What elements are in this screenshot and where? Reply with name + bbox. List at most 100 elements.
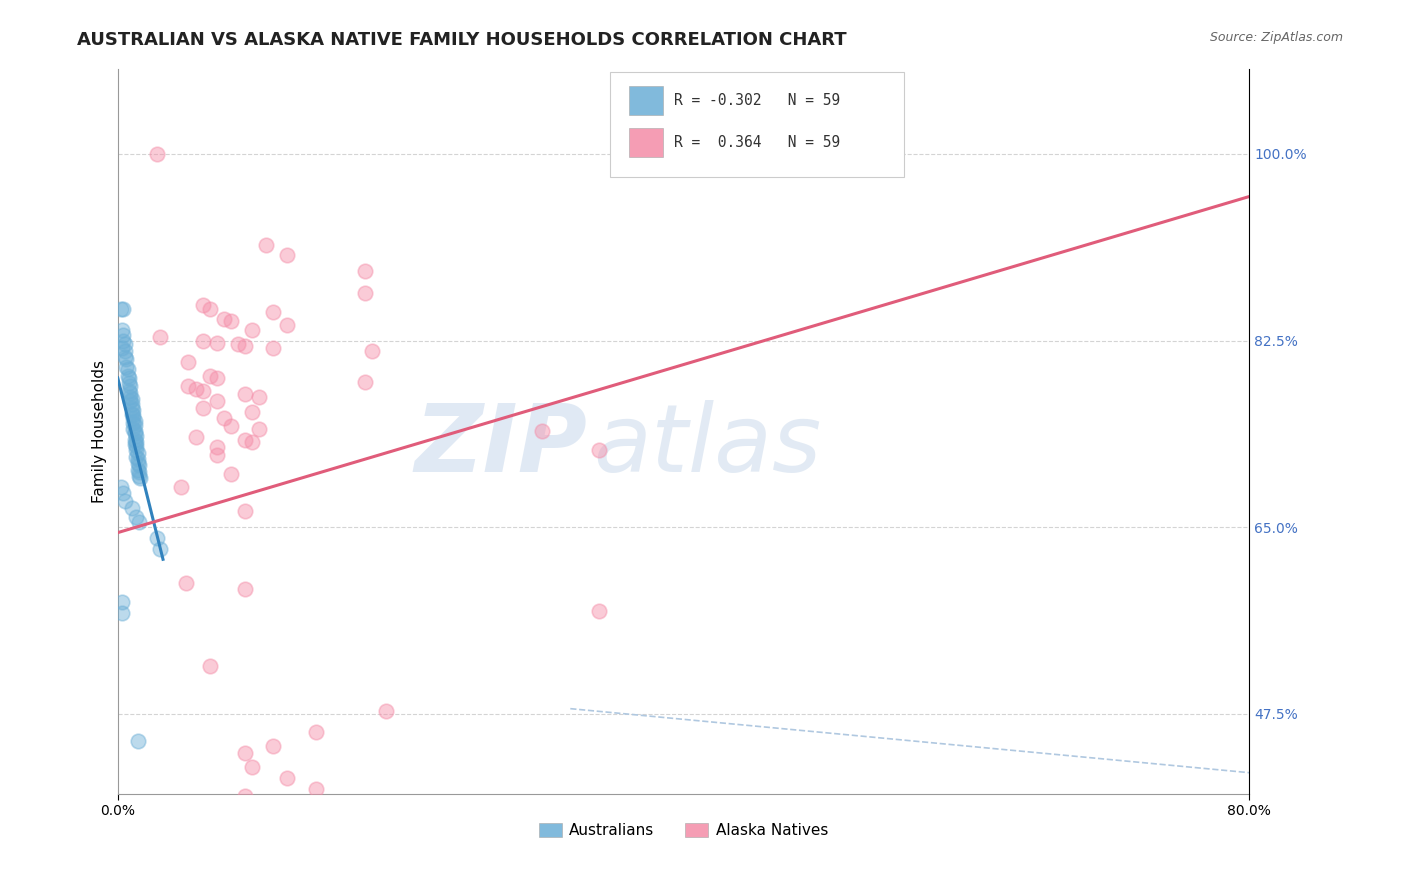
Point <box>240 760 263 774</box>
Point <box>111 606 134 620</box>
Point <box>124 426 146 441</box>
Point <box>233 582 256 597</box>
Point <box>127 445 149 459</box>
Point <box>276 318 298 332</box>
Point <box>121 396 143 410</box>
Point <box>184 429 207 443</box>
Point <box>233 339 256 353</box>
Point <box>118 371 141 385</box>
Point <box>184 382 207 396</box>
Point <box>111 323 134 337</box>
Point <box>121 501 143 516</box>
Point <box>120 390 142 404</box>
Point <box>205 371 228 385</box>
Point <box>177 355 200 369</box>
Text: Source: ZipAtlas.com: Source: ZipAtlas.com <box>1209 31 1343 45</box>
Point <box>319 821 342 835</box>
Point <box>114 344 136 359</box>
Point <box>111 341 134 355</box>
Point <box>121 401 143 415</box>
Point <box>233 747 256 761</box>
Point <box>254 237 277 252</box>
Point <box>120 385 142 400</box>
Point <box>146 147 169 161</box>
Point <box>233 433 256 447</box>
Point <box>121 392 143 407</box>
Point <box>122 403 145 417</box>
Point <box>127 733 149 747</box>
Point <box>128 458 150 473</box>
Point <box>240 323 263 337</box>
Point <box>191 334 214 348</box>
Point <box>233 789 256 804</box>
Point <box>112 328 135 343</box>
Point <box>354 285 377 300</box>
Point <box>115 360 138 375</box>
Point <box>120 379 142 393</box>
Point <box>117 362 139 376</box>
Point <box>212 411 235 425</box>
Point <box>125 450 148 464</box>
Text: R =  0.364   N = 59: R = 0.364 N = 59 <box>675 135 841 150</box>
Y-axis label: Family Households: Family Households <box>93 359 107 503</box>
Point <box>114 493 136 508</box>
Point <box>114 336 136 351</box>
Point <box>191 401 214 415</box>
Point <box>226 336 249 351</box>
Point <box>240 405 263 419</box>
Point <box>127 452 149 467</box>
Text: R = -0.302   N = 59: R = -0.302 N = 59 <box>675 93 841 108</box>
Point <box>375 704 398 718</box>
Point <box>305 725 328 739</box>
FancyBboxPatch shape <box>628 128 664 157</box>
Point <box>588 603 610 617</box>
Point <box>205 394 228 409</box>
Point <box>191 298 214 312</box>
Point <box>170 797 193 812</box>
Text: ZIP: ZIP <box>415 400 588 491</box>
Point <box>333 835 356 849</box>
Point <box>146 531 169 545</box>
Point <box>117 368 139 383</box>
Point <box>240 434 263 449</box>
Point <box>122 422 145 436</box>
Point <box>124 417 146 432</box>
Point <box>174 575 197 590</box>
Point <box>354 375 377 389</box>
Point <box>124 437 146 451</box>
Point <box>115 351 138 366</box>
Point <box>262 341 284 355</box>
Text: AUSTRALIAN VS ALASKA NATIVE FAMILY HOUSEHOLDS CORRELATION CHART: AUSTRALIAN VS ALASKA NATIVE FAMILY HOUSE… <box>77 31 846 49</box>
Point <box>149 330 172 344</box>
Point <box>111 595 134 609</box>
Point <box>191 384 214 398</box>
Point <box>112 301 135 316</box>
Point <box>233 387 256 401</box>
Point <box>118 384 141 398</box>
Point <box>247 422 270 436</box>
Legend: Australians, Alaska Natives: Australians, Alaska Natives <box>533 817 834 845</box>
Point <box>127 456 149 470</box>
Point <box>170 480 193 494</box>
Point <box>276 248 298 262</box>
Point <box>233 504 256 518</box>
Point <box>125 428 148 442</box>
Point <box>122 416 145 430</box>
Point <box>588 443 610 458</box>
Point <box>112 334 135 348</box>
Point <box>124 414 146 428</box>
Point <box>120 394 142 409</box>
FancyBboxPatch shape <box>628 86 664 115</box>
Point <box>149 541 172 556</box>
Point <box>125 443 148 458</box>
Point <box>114 350 136 364</box>
Point <box>262 305 284 319</box>
Text: atlas: atlas <box>593 401 821 491</box>
Point <box>219 419 242 434</box>
Point <box>125 439 148 453</box>
Point <box>125 509 148 524</box>
Point <box>305 781 328 796</box>
Point <box>110 301 132 316</box>
Point <box>205 335 228 350</box>
Point <box>110 480 132 494</box>
